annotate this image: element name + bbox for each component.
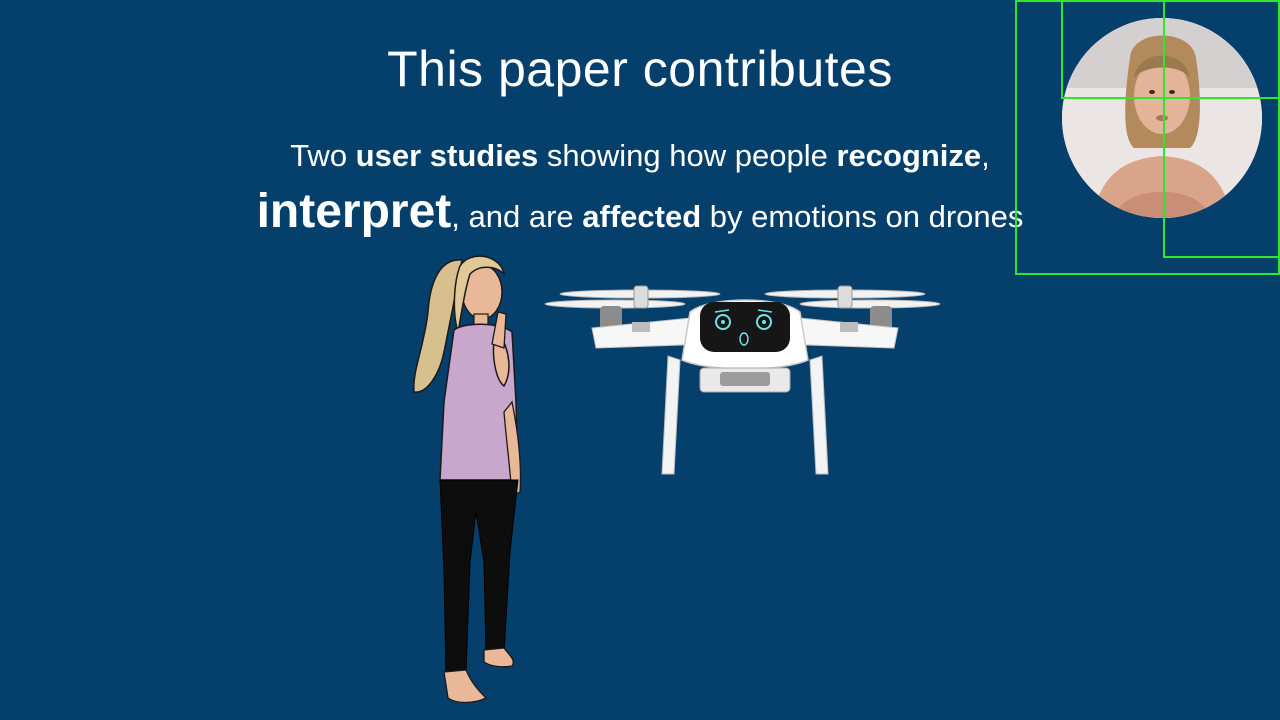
subtitle-text: Two [290,138,356,173]
detection-box [1163,0,1280,258]
subtitle-large-emphasis: interpret [256,185,452,238]
subtitle-text: by emotions on drones [701,199,1024,234]
subtitle-line-2: interpret, and are affected by emotions … [200,184,1080,245]
slide-title: This paper contributes [387,41,893,97]
subtitle-emphasis: affected [582,199,702,234]
subtitle-text: , [981,138,990,173]
presenter-webcam-video [1062,18,1262,218]
subtitle-text: showing how people [538,138,837,173]
slide-subtitle: Two user studies showing how people reco… [200,128,1080,245]
subtitle-text: , and are [451,199,583,234]
subtitle-emphasis: recognize [836,138,982,173]
drone-illustration [544,285,941,475]
subtitle-emphasis: user studies [355,138,539,173]
subtitle-line-1: Two user studies showing how people reco… [200,128,1080,184]
woman-thinking-illustration [413,255,522,704]
